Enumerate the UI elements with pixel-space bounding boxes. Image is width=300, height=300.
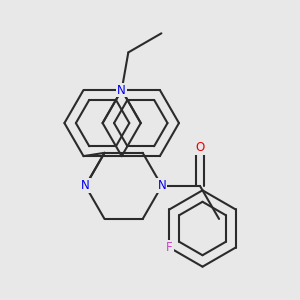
Text: F: F — [166, 241, 173, 254]
Text: N: N — [81, 179, 90, 192]
Text: N: N — [158, 179, 166, 192]
Text: O: O — [195, 141, 205, 154]
Text: N: N — [117, 83, 126, 97]
